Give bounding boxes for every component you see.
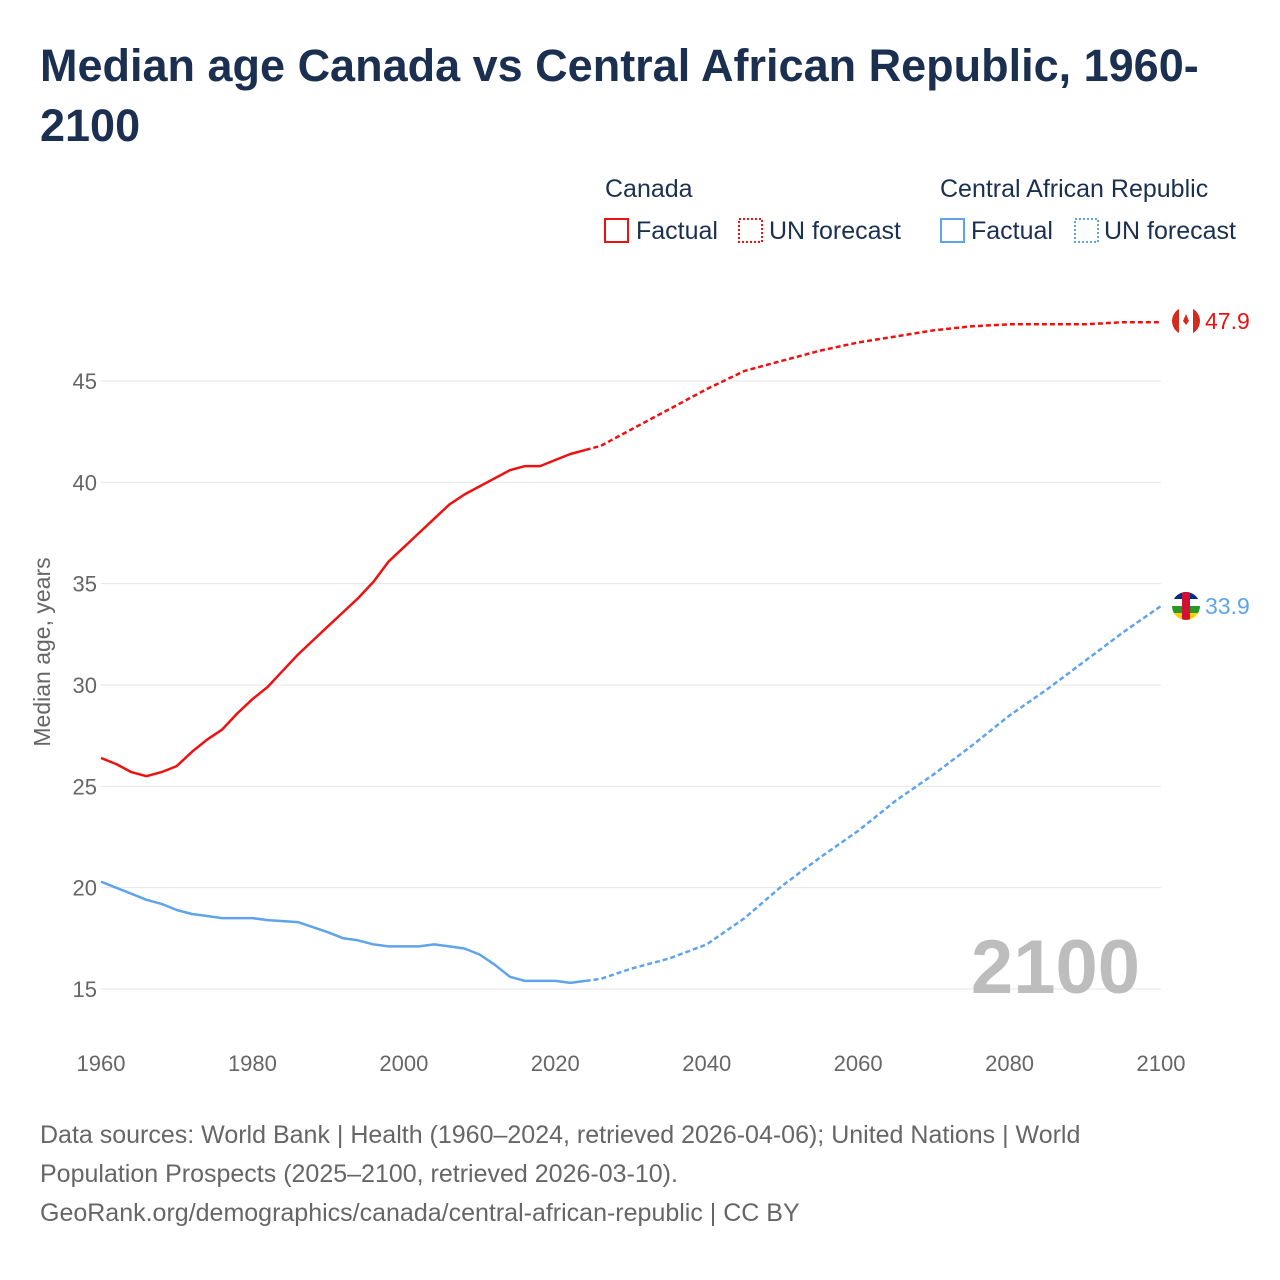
chart-title: Median age Canada vs Central African Rep… xyxy=(40,40,1199,151)
current-year-label: 2100 xyxy=(971,925,1140,1010)
y-tick-label: 30 xyxy=(73,673,97,698)
legend-label-canada-factual: Factual xyxy=(636,217,718,245)
car-factual-line xyxy=(100,880,586,985)
y-tick-label: 45 xyxy=(73,369,97,394)
x-tick-label: 2040 xyxy=(682,1051,731,1076)
x-tick-label: 2020 xyxy=(531,1051,580,1076)
x-tick-label: 1960 xyxy=(77,1051,126,1076)
legend-swatch-canada-factual xyxy=(604,218,629,243)
y-tick-label: 35 xyxy=(73,572,97,597)
x-tick-labels: 1960 1980 2000 2020 2040 2060 2080 2100 xyxy=(77,1051,1186,1076)
legend-label-canada-forecast: UN forecast xyxy=(769,217,901,245)
footer-source: Data sources: World Bank | Health (1960–… xyxy=(40,1116,1080,1233)
x-tick-label: 1980 xyxy=(228,1051,277,1076)
legend-swatch-car-forecast xyxy=(1074,218,1099,243)
series-lines xyxy=(100,320,1162,985)
footer-line: Data sources: World Bank | Health (1960–… xyxy=(40,1121,1081,1149)
y-axis-title: Median age, years xyxy=(29,557,55,746)
canada-end-value: 47.9 xyxy=(1205,308,1250,334)
x-tick-label: 2000 xyxy=(379,1051,428,1076)
y-tick-labels: 15 20 25 30 35 40 45 xyxy=(73,369,97,1002)
y-tick-label: 25 xyxy=(73,774,97,799)
footer-line: GeoRank.org/demographics/canada/central-… xyxy=(40,1199,800,1227)
y-tick-label: 15 xyxy=(73,977,97,1002)
gridlines xyxy=(101,380,1161,990)
legend-group-canada: Canada xyxy=(605,175,693,203)
footer-line: Population Prospects (2025–2100, retriev… xyxy=(40,1160,678,1188)
legend-label-car-forecast: UN forecast xyxy=(1104,217,1236,245)
central-african-republic-flag-icon xyxy=(1172,592,1200,620)
y-tick-label: 20 xyxy=(73,876,97,901)
y-tick-label: 40 xyxy=(73,470,97,495)
car-forecast-line xyxy=(585,604,1162,983)
legend-swatch-canada-forecast xyxy=(738,218,763,243)
x-tick-label: 2080 xyxy=(985,1051,1034,1076)
legend-label-car-factual: Factual xyxy=(971,217,1053,245)
x-tick-label: 2060 xyxy=(834,1051,883,1076)
legend: Canada Factual UN forecast Central Afric… xyxy=(604,175,1236,245)
canada-forecast-line xyxy=(585,320,1161,452)
canada-flag-icon xyxy=(1172,307,1200,335)
legend-group-car: Central African Republic xyxy=(940,175,1208,203)
x-tick-label: 2100 xyxy=(1137,1051,1186,1076)
canada-factual-line xyxy=(100,448,586,778)
car-end-value: 33.9 xyxy=(1205,593,1250,619)
legend-swatch-car-factual xyxy=(940,218,965,243)
